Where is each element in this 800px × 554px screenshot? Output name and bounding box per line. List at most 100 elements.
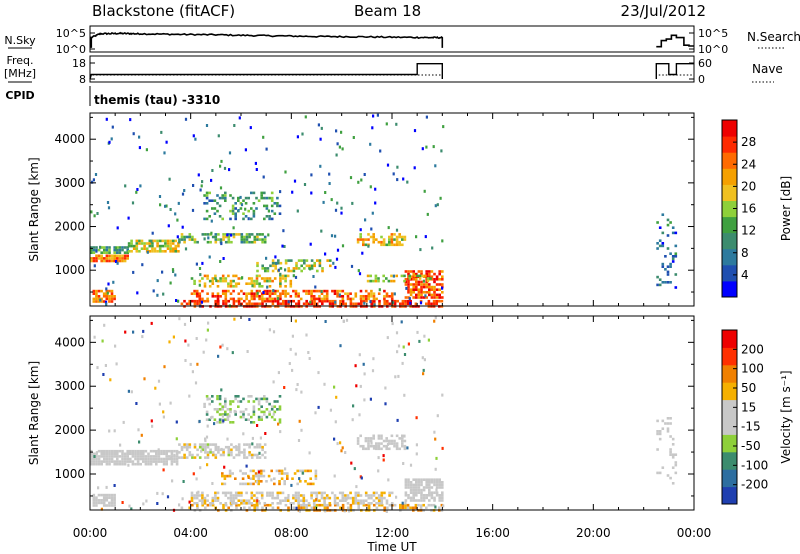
- scatter-cell: [218, 215, 222, 218]
- colorbar-segment: [722, 417, 737, 435]
- scatter-cell: [222, 453, 225, 457]
- scatter-cell: [217, 451, 220, 454]
- scatter-cell: [256, 506, 259, 510]
- scatter-cell: [357, 502, 360, 505]
- scatter-cell: [156, 279, 159, 283]
- scatter-cell: [247, 418, 250, 421]
- scatter-cell: [277, 259, 280, 262]
- scatter-cell: [364, 297, 368, 301]
- scatter-cell: [214, 238, 218, 241]
- scatter-cell: [226, 418, 230, 421]
- scatter-cell: [401, 238, 404, 241]
- scatter-cell: [208, 285, 212, 288]
- scatter-cell: [412, 272, 415, 276]
- scatter-cell: [349, 496, 352, 500]
- x-tick-label: 08:00: [274, 526, 309, 540]
- scatter-cell: [424, 235, 427, 239]
- scatter-cell: [334, 300, 337, 304]
- scatter-cell: [201, 494, 204, 497]
- scatter-cell: [352, 404, 355, 408]
- scatter-cell: [244, 202, 248, 205]
- scatter-cell: [142, 452, 145, 456]
- scatter-cell: [433, 319, 436, 323]
- scatter-cell: [193, 238, 197, 241]
- scatter-cell: [151, 250, 154, 253]
- scatter-cell: [192, 184, 195, 187]
- scatter-cell: [221, 482, 224, 486]
- scatter-cell: [395, 495, 398, 499]
- scatter-cell: [370, 292, 373, 295]
- scatter-cell: [228, 168, 231, 172]
- scatter-cell: [170, 452, 174, 456]
- scatter-cell: [674, 255, 678, 258]
- scatter-cell: [140, 433, 143, 437]
- scatter-cell: [297, 506, 301, 510]
- top-left-tick-label: 8: [79, 73, 86, 86]
- scatter-cell: [260, 480, 263, 483]
- scatter-cell: [257, 418, 261, 421]
- scatter-cell: [412, 283, 415, 286]
- scatter-cell: [210, 231, 213, 235]
- scatter-cell: [229, 491, 233, 495]
- scatter-cell: [325, 289, 329, 293]
- colorbar-tick-label: -100: [741, 458, 768, 472]
- scatter-cell: [170, 460, 174, 463]
- scatter-cell: [422, 279, 425, 283]
- scatter-cell: [113, 504, 116, 507]
- scatter-cell: [279, 292, 282, 295]
- scatter-cell: [228, 474, 232, 478]
- scatter-cell: [90, 259, 93, 263]
- scatter-cell: [669, 281, 672, 284]
- scatter-cell: [341, 147, 344, 151]
- scatter-cell: [272, 289, 275, 293]
- scatter-cell: [385, 295, 389, 298]
- scatter-cell: [661, 242, 665, 245]
- scatter-cell: [165, 140, 168, 144]
- y-tick-label: 2000: [54, 423, 85, 437]
- scatter-cell: [354, 302, 358, 306]
- scatter-cell: [417, 296, 421, 299]
- scatter-cell: [664, 255, 667, 258]
- scatter-cell: [276, 289, 280, 293]
- scatter-cell: [278, 204, 282, 208]
- scatter-cell: [250, 502, 254, 505]
- scatter-cell: [330, 198, 333, 202]
- scatter-cell: [263, 397, 266, 401]
- scatter-cell: [224, 400, 227, 403]
- scatter-cell: [204, 456, 207, 459]
- scatter-cell: [385, 499, 389, 502]
- scatter-cell: [277, 268, 280, 272]
- scatter-cell: [371, 211, 374, 215]
- scatter-cell: [329, 408, 332, 412]
- scatter-cell: [354, 494, 358, 497]
- scatter-cell: [201, 448, 205, 452]
- scatter-cell: [271, 502, 274, 505]
- scatter-cell: [382, 458, 385, 462]
- scatter-cell: [390, 274, 393, 278]
- scatter-cell: [227, 496, 230, 500]
- scatter-cell: [136, 291, 139, 295]
- scatter-cell: [105, 499, 109, 502]
- scatter-cell: [407, 291, 410, 294]
- scatter-cell: [206, 397, 209, 401]
- scatter-cell: [671, 466, 675, 469]
- scatter-cell: [97, 501, 101, 505]
- scatter-cell: [330, 234, 334, 238]
- scatter-cell: [234, 494, 238, 497]
- scatter-cell: [656, 430, 659, 433]
- scatter-cell: [97, 460, 101, 463]
- scatter-cell: [302, 494, 306, 497]
- scatter-cell: [118, 460, 122, 463]
- scatter-cell: [328, 299, 332, 303]
- scatter-cell: [224, 299, 228, 303]
- scatter-cell: [441, 278, 444, 281]
- scatter-cell: [669, 448, 672, 451]
- scatter-cell: [323, 496, 326, 500]
- scatter-cell: [383, 302, 386, 306]
- scatter-cell: [139, 462, 142, 466]
- scatter-cell: [201, 297, 204, 301]
- scatter-cell: [661, 244, 665, 248]
- scatter-cell: [430, 296, 434, 299]
- scatter-cell: [268, 328, 271, 332]
- scatter-cell: [671, 260, 675, 263]
